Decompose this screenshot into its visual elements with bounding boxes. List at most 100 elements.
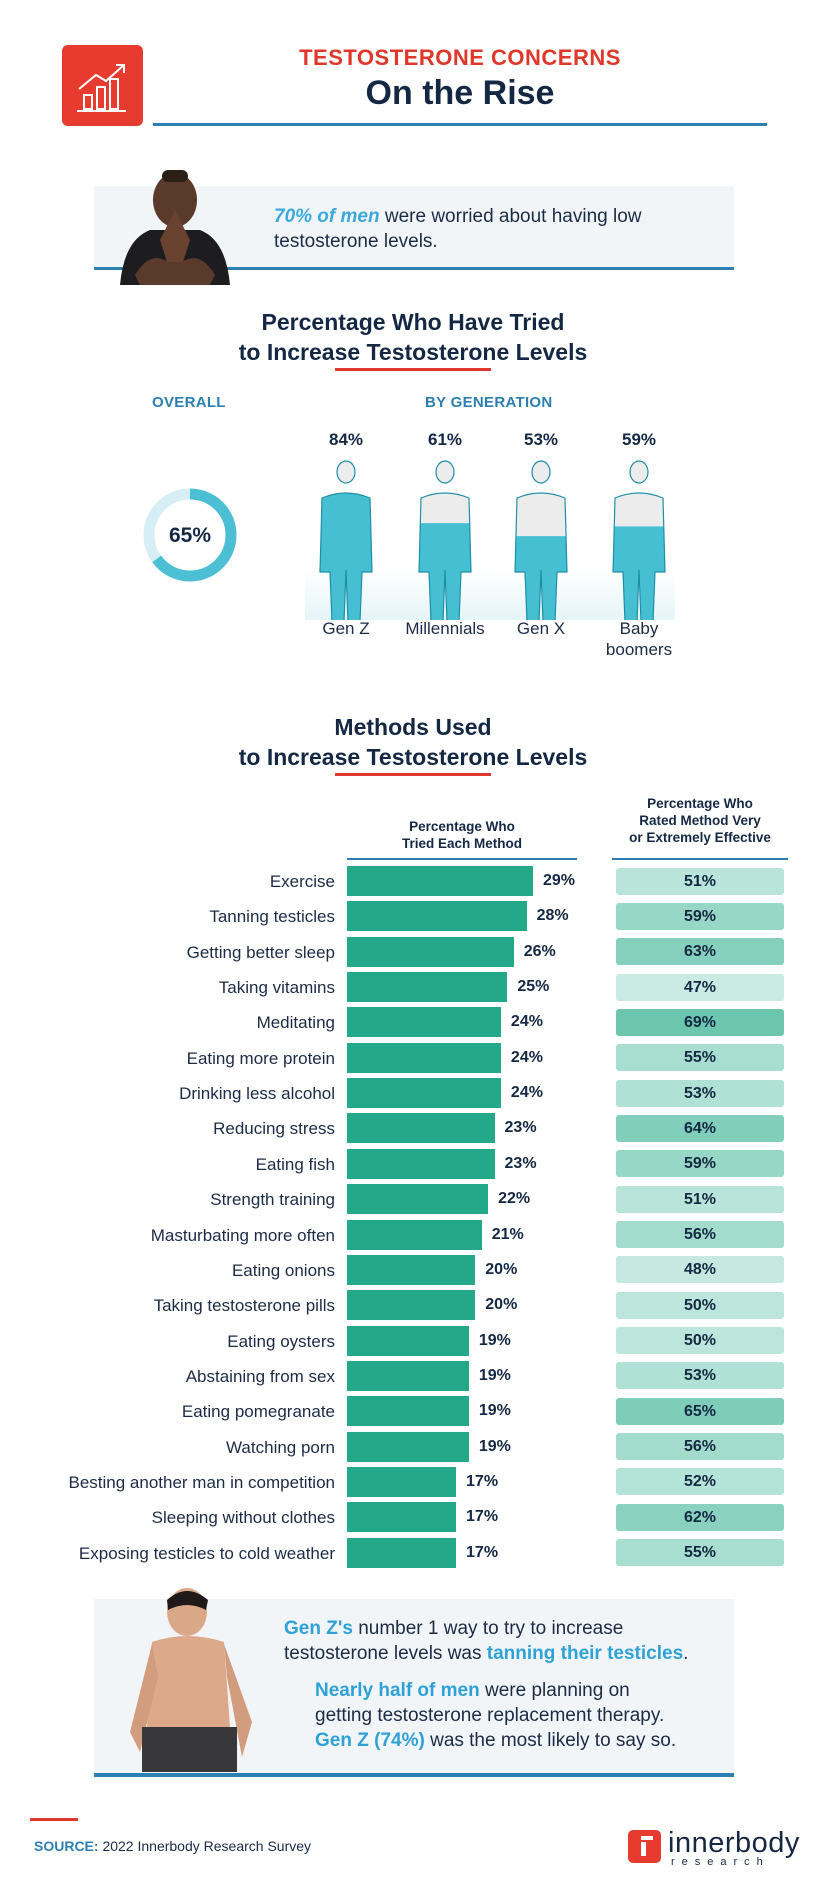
effective-cell: 47%: [616, 973, 784, 1001]
generation-percent: 53%: [523, 430, 559, 449]
bottom-paragraph-1: Gen Z's number 1 way to try to increase …: [284, 1618, 689, 1664]
method-label: Getting better sleep: [186, 942, 335, 962]
donut-center-label: 65%: [169, 524, 211, 547]
tried-value-label: 17%: [466, 1508, 499, 1526]
man-praying-hands-photo: [110, 150, 240, 285]
method-label: Taking testosterone pills: [153, 1296, 335, 1316]
effective-cell: 52%: [616, 1468, 784, 1496]
tried-value-label: 29%: [543, 872, 576, 889]
tried-bar: [347, 1254, 476, 1285]
stat-highlight: 70% of men: [274, 206, 380, 227]
effective-cell: 48%: [616, 1256, 784, 1284]
figure-outline: [418, 460, 472, 620]
innerbody-logo-icon[interactable]: [628, 1830, 661, 1863]
method-label: Sleeping without clothes: [151, 1508, 335, 1528]
effective-cell: 50%: [616, 1327, 784, 1355]
effective-cell: 50%: [616, 1291, 784, 1319]
generation-name-line: Millennials: [405, 619, 485, 638]
effective-cell: 65%: [616, 1397, 784, 1425]
col-head-effective-rule: [612, 858, 788, 860]
tried-value-label: 23%: [504, 1154, 537, 1172]
stat-text: 70% of men were worried about having low…: [274, 206, 642, 252]
floor-shade: [305, 570, 675, 620]
method-label: Drinking less alcohol: [179, 1084, 335, 1104]
method-label: Masturbating more often: [150, 1225, 335, 1245]
col-head-tried: Percentage Who Tried Each Method: [401, 819, 523, 851]
tried-bar: [347, 1078, 501, 1109]
generation-percent: 84%: [328, 430, 364, 449]
method-label: Meditating: [256, 1013, 335, 1033]
page-title: On the Rise: [365, 74, 555, 112]
method-label: Reducing stress: [213, 1119, 335, 1139]
generation-name-line: Gen X: [516, 619, 566, 638]
figure-outline: [319, 460, 373, 620]
generation-percent: 61%: [427, 430, 463, 449]
method-label: Eating oysters: [227, 1331, 335, 1351]
method-label: Taking vitamins: [218, 978, 335, 998]
tried-value-label: 24%: [510, 1048, 543, 1066]
source-rule: [30, 1818, 78, 1821]
effective-cell: 51%: [616, 1185, 784, 1213]
generation-name: Gen Z: [286, 618, 406, 639]
tried-value-label: 19%: [478, 1331, 511, 1349]
tried-bar: [347, 1219, 482, 1250]
tried-bar: [347, 901, 527, 932]
overall-label: OVERALL: [152, 394, 226, 411]
method-label: Exercise: [269, 872, 335, 891]
effective-cell: 59%: [616, 1150, 784, 1178]
generation-name-line: Baby: [619, 619, 659, 638]
tried-value-label: 20%: [485, 1260, 518, 1278]
tried-bar: [347, 1325, 469, 1356]
tried-value-label: 23%: [504, 1119, 537, 1137]
brand-subtitle: research: [671, 1856, 770, 1868]
effective-cell: 69%: [616, 1008, 784, 1036]
method-label: Eating pomegranate: [181, 1402, 335, 1422]
tried-bar: [347, 1537, 457, 1568]
tried-bar: [347, 1466, 457, 1497]
figure-outline: [514, 460, 568, 620]
tried-value-label: 21%: [491, 1225, 524, 1243]
effective-cell: 53%: [616, 1362, 784, 1390]
kicker-title: TESTOSTERONE CONCERNS: [299, 45, 621, 70]
tried-value-label: 19%: [478, 1402, 511, 1420]
effective-cell: 62%: [616, 1503, 784, 1531]
bottom-paragraph-2: Nearly half of men were planning on gett…: [315, 1680, 677, 1751]
tried-bar: [347, 1360, 469, 1391]
effective-cell: 64%: [616, 1114, 784, 1142]
tried-bar: [347, 1042, 501, 1073]
tried-bar: [347, 1502, 457, 1533]
overall-donut-chart: 65%: [143, 488, 237, 582]
donut-slice-tried: [143, 488, 237, 582]
growth-chart-icon: [62, 45, 143, 126]
tried-bar: [347, 1290, 476, 1321]
by-generation-label: BY GENERATION: [425, 394, 553, 411]
source-note: SOURCE: 2022 Innerbody Research Survey: [34, 1838, 312, 1854]
generation-name-line: Gen Z: [322, 619, 370, 638]
tried-bar: [347, 1007, 501, 1038]
tried-value-label: 19%: [478, 1366, 511, 1384]
tried-value-label: 22%: [498, 1190, 531, 1208]
tried-section-title: Percentage Who Have Tried to Increase Te…: [238, 309, 588, 365]
brand-name[interactable]: innerbody: [668, 1827, 800, 1859]
tried-value-label: 24%: [510, 1013, 543, 1031]
tried-title-rule: [335, 368, 491, 371]
tried-value-label: 28%: [536, 907, 569, 925]
tried-value-label: 24%: [510, 1084, 543, 1102]
effective-cell: 56%: [616, 1221, 784, 1248]
generation-name: Millennials: [385, 618, 505, 639]
method-label: Eating onions: [231, 1260, 335, 1280]
generation-name: Baby boomers: [579, 618, 699, 660]
effective-cell: 53%: [616, 1079, 784, 1107]
tried-bar: [347, 1396, 469, 1427]
generation-chart: [305, 460, 675, 620]
method-label: Tanning testicles: [209, 907, 335, 927]
methods-title-rule: [335, 773, 491, 776]
tried-value-label: 17%: [466, 1543, 499, 1561]
generation-name-line: boomers: [605, 640, 673, 659]
method-label: Strength training: [210, 1190, 335, 1210]
method-label: Eating fish: [255, 1154, 335, 1174]
methods-section-title: Methods Used to Increase Testosterone Le…: [238, 714, 588, 770]
tried-value-label: 19%: [478, 1437, 511, 1455]
tried-bar: [347, 1148, 495, 1179]
effective-cell: 55%: [616, 1539, 784, 1567]
